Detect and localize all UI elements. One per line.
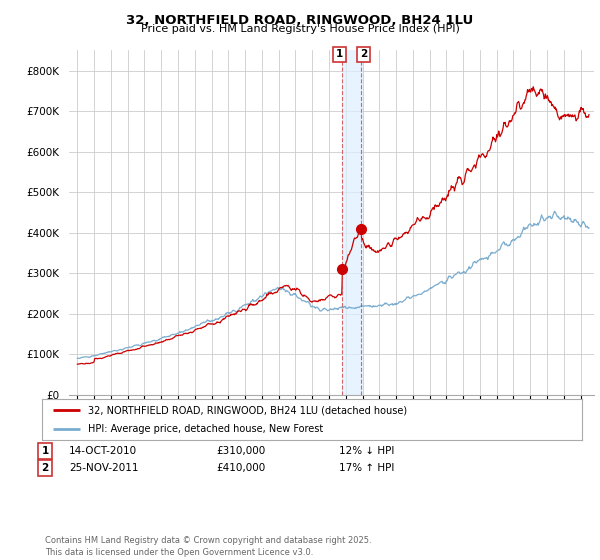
Text: 32, NORTHFIELD ROAD, RINGWOOD, BH24 1LU: 32, NORTHFIELD ROAD, RINGWOOD, BH24 1LU — [127, 14, 473, 27]
Text: 1: 1 — [41, 446, 49, 456]
Text: £310,000: £310,000 — [216, 446, 265, 456]
Text: 2: 2 — [360, 49, 367, 59]
Text: 17% ↑ HPI: 17% ↑ HPI — [339, 463, 394, 473]
Text: HPI: Average price, detached house, New Forest: HPI: Average price, detached house, New … — [88, 424, 323, 433]
Text: 1: 1 — [336, 49, 343, 59]
Text: Contains HM Land Registry data © Crown copyright and database right 2025.
This d: Contains HM Land Registry data © Crown c… — [45, 536, 371, 557]
Text: 14-OCT-2010: 14-OCT-2010 — [69, 446, 137, 456]
Text: £410,000: £410,000 — [216, 463, 265, 473]
Text: Price paid vs. HM Land Registry's House Price Index (HPI): Price paid vs. HM Land Registry's House … — [140, 24, 460, 34]
Text: 25-NOV-2011: 25-NOV-2011 — [69, 463, 139, 473]
Text: 12% ↓ HPI: 12% ↓ HPI — [339, 446, 394, 456]
Bar — [342, 50, 362, 395]
Text: 2: 2 — [41, 463, 49, 473]
Text: 32, NORTHFIELD ROAD, RINGWOOD, BH24 1LU (detached house): 32, NORTHFIELD ROAD, RINGWOOD, BH24 1LU … — [88, 405, 407, 415]
